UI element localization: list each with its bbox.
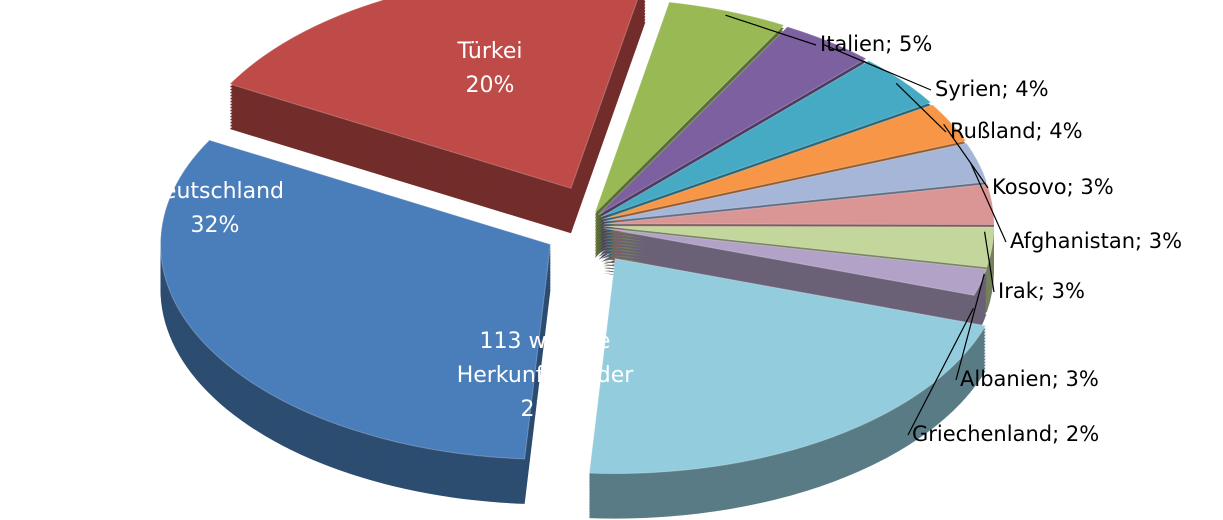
- slice: [602, 104, 967, 220]
- value-label: 20%: [465, 73, 515, 98]
- label-separator: ;: [1038, 279, 1052, 303]
- category-label: Italien: [820, 32, 885, 56]
- slice: [159, 139, 552, 460]
- label-separator: ;: [1052, 422, 1066, 446]
- category-label: Afghanistan: [1010, 229, 1135, 253]
- category-label: 113 weitere Herkunftsländer: [456, 329, 634, 388]
- label-separator: ;: [1052, 367, 1066, 391]
- value-label: 3%: [1149, 229, 1182, 253]
- category-label: Rußland: [950, 119, 1036, 143]
- leader-line: [823, 44, 932, 91]
- slice-label: Syrien; 4%: [935, 77, 1049, 101]
- label-separator: ;: [885, 32, 899, 56]
- value-label: 3%: [1052, 279, 1085, 303]
- value-label: 3%: [1080, 175, 1113, 199]
- slice-side: [603, 249, 987, 317]
- leader-line: [970, 163, 1007, 243]
- leader-line: [907, 308, 974, 436]
- slice: [600, 60, 932, 218]
- value-label: 4%: [1015, 77, 1048, 101]
- slice-label: Afghanistan; 3%: [1010, 229, 1182, 253]
- slice-label: Irak; 3%: [998, 279, 1085, 303]
- category-label: Albanien: [960, 367, 1052, 391]
- leader-line: [983, 231, 995, 293]
- slice-label: Deutschland 32%: [100, 175, 330, 243]
- label-separator: ;: [1067, 175, 1081, 199]
- category-label: Deutschland: [145, 179, 285, 204]
- slice-side: [603, 234, 987, 302]
- slice-side: [603, 243, 987, 311]
- slice: [603, 225, 995, 268]
- slice-side: [603, 240, 987, 308]
- slice: [594, 1, 785, 214]
- label-separator: ;: [1001, 77, 1015, 101]
- slice-label: Italien; 5%: [820, 32, 932, 56]
- label-separator: ;: [1036, 119, 1050, 143]
- slice-side: [603, 237, 987, 305]
- value-label: 3%: [1066, 367, 1099, 391]
- slice-label: Griechenland; 2%: [912, 422, 1099, 446]
- category-label: Türkei: [457, 39, 523, 64]
- category-label: Griechenland: [912, 422, 1052, 446]
- slice-label: Albanien; 3%: [960, 367, 1099, 391]
- slice: [588, 257, 987, 475]
- slice: [603, 142, 988, 223]
- leader-line: [955, 273, 985, 381]
- slice: [228, 0, 638, 189]
- leader-line: [943, 123, 989, 189]
- slice: [597, 26, 868, 216]
- value-label: 2%: [1066, 422, 1099, 446]
- value-label: 32%: [190, 213, 240, 238]
- category-label: Kosovo: [992, 175, 1067, 199]
- value-label: 5%: [899, 32, 932, 56]
- value-label: 21%: [520, 397, 570, 422]
- slice-label: 113 weitere Herkunftsländer 21%: [430, 325, 660, 427]
- category-label: Syrien: [935, 77, 1001, 101]
- leader-line: [895, 82, 947, 133]
- slice: [603, 183, 995, 226]
- slice: [603, 227, 988, 296]
- slice-side: [603, 252, 987, 320]
- slice-label: Kosovo; 3%: [992, 175, 1114, 199]
- slice-side: [603, 255, 987, 323]
- value-label: 4%: [1049, 119, 1082, 143]
- slice-side: [603, 246, 987, 314]
- slice-label: Rußland; 4%: [950, 119, 1083, 143]
- slice-label: Türkei 20%: [375, 35, 605, 103]
- label-separator: ;: [1135, 229, 1149, 253]
- slice-side: [603, 231, 987, 299]
- category-label: Irak: [998, 279, 1039, 303]
- leader-line: [725, 14, 817, 46]
